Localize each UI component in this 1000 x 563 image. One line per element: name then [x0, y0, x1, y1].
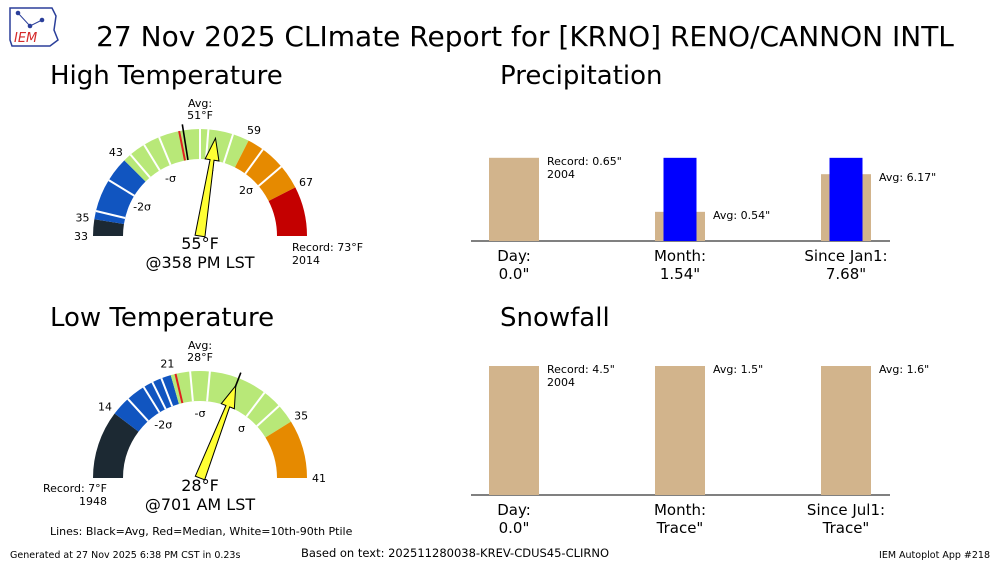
average-line	[181, 124, 189, 161]
lines-legend-note: Lines: Black=Avg, Red=Median, White=10th…	[50, 525, 353, 538]
bar-annotation: Record: 4.5" 2004	[547, 363, 615, 389]
average-bar	[489, 366, 539, 495]
percentile-line	[95, 210, 126, 219]
sigma-label: σ	[238, 422, 245, 435]
bar-annotation: Avg: 6.17"	[879, 171, 936, 184]
bar-category-label: Since Jul1: Trace"	[807, 501, 885, 537]
iem-logo: IEM	[9, 7, 59, 47]
percentile-line	[256, 405, 280, 427]
average-bar	[489, 157, 539, 241]
snowfall-title: Snowfall	[500, 303, 610, 333]
page-title: 27 Nov 2025 CLImate Report for [KRNO] RE…	[96, 20, 954, 53]
percentile-line	[129, 153, 151, 179]
gauge-needle	[194, 384, 237, 481]
gauge-tick-label: 14	[98, 400, 112, 413]
percentile-line	[257, 165, 283, 187]
bar-category-label: Month: 1.54"	[654, 247, 706, 283]
percentile-line	[127, 398, 149, 422]
bar-annotation: Avg: 0.54"	[713, 209, 770, 222]
sigma-label: 2σ	[239, 184, 253, 197]
sigma-label: -σ	[165, 172, 176, 185]
bar-annotation: Avg: 1.5"	[713, 363, 763, 376]
gauge-needle	[194, 136, 220, 238]
gauge-value-label: 55°F	[181, 234, 219, 253]
gauge-band	[93, 413, 139, 478]
percentile-line	[206, 371, 211, 402]
observed-bar	[829, 157, 863, 241]
sigma-label: -2σ	[133, 200, 151, 213]
average-label: Avg: 51°F	[187, 97, 213, 122]
percentile-line	[158, 136, 172, 166]
percentile-line	[108, 179, 135, 197]
bar-category-label: Day: 0.0"	[497, 501, 531, 537]
percentile-line	[222, 133, 235, 164]
gauge-band	[268, 187, 307, 236]
bar-category-label: Day: 0.0"	[497, 247, 531, 283]
low-temperature-gauge: 14 21 35 41 -2σ -σ σ Avg: 28°F 28°F@701 AM LST Rec…	[43, 339, 326, 514]
gauge-time-label: @701 AM LST	[145, 495, 256, 514]
bar-category-label: Month: Trace"	[654, 501, 706, 537]
percentile-line	[244, 148, 264, 175]
precipitation-bar-chart: Record: 0.65" 2004 Day: 0.0" Avg: 0.54" Month…	[471, 155, 936, 283]
percentile-line	[143, 144, 161, 171]
high-temperature-title: High Temperature	[50, 61, 283, 91]
bar-category-label: Since Jan1: 7.68"	[804, 247, 887, 283]
record-label: Record: 7°F 1948	[43, 482, 107, 508]
average-label: Avg: 28°F	[187, 339, 213, 364]
bar-annotation: Record: 0.65" 2004	[547, 155, 622, 181]
observed-bar	[663, 157, 697, 241]
gauge-tick-label: 35	[75, 211, 89, 224]
record-label: Record: 73°F 2014	[292, 241, 363, 267]
gauge-band	[114, 375, 179, 432]
iem-logo-text: IEM	[14, 31, 37, 46]
gauge-tick-label: 43	[109, 146, 123, 159]
percentile-line	[142, 386, 161, 414]
gauge-band	[94, 160, 146, 224]
sigma-label: -2σ	[154, 418, 172, 431]
app-footer: IEM Autoplot App #218	[879, 550, 990, 561]
median-line	[178, 130, 186, 161]
gauge-tick-label: 59	[247, 124, 261, 137]
percentile-line	[205, 129, 210, 160]
percentile-line	[245, 392, 266, 418]
percentile-line	[160, 377, 174, 407]
snowfall-bar-chart: Record: 4.5" 2004 Day: 0.0" Avg: 1.5" Month: T…	[471, 363, 929, 537]
median-line	[174, 373, 184, 404]
gauge-band	[234, 140, 296, 202]
gauge-tick-label: 67	[299, 176, 313, 189]
gauge-band	[93, 219, 124, 236]
average-bar	[655, 366, 705, 495]
source-footer: Based on text: 202511280038-KREV-CDUS45-…	[301, 546, 609, 560]
gauge-tick-label: 33	[74, 230, 88, 243]
gauge-tick-label: 41	[312, 472, 326, 485]
generated-footer: Generated at 27 Nov 2025 6:38 PM CST in …	[10, 550, 240, 561]
precipitation-title: Precipitation	[500, 61, 663, 91]
bar-annotation: Avg: 1.6"	[879, 363, 929, 376]
sigma-label: -σ	[195, 407, 206, 420]
gauge-time-label: @358 PM LST	[145, 253, 254, 272]
gauge-value-label: 28°F	[181, 476, 219, 495]
percentile-line	[151, 381, 167, 410]
average-bar	[821, 366, 871, 495]
gauge-tick-label: 35	[294, 409, 308, 422]
low-temperature-title: Low Temperature	[50, 303, 274, 333]
gauge-tick-label: 21	[160, 358, 174, 371]
percentile-line	[189, 371, 194, 402]
gauge-band	[265, 421, 307, 478]
